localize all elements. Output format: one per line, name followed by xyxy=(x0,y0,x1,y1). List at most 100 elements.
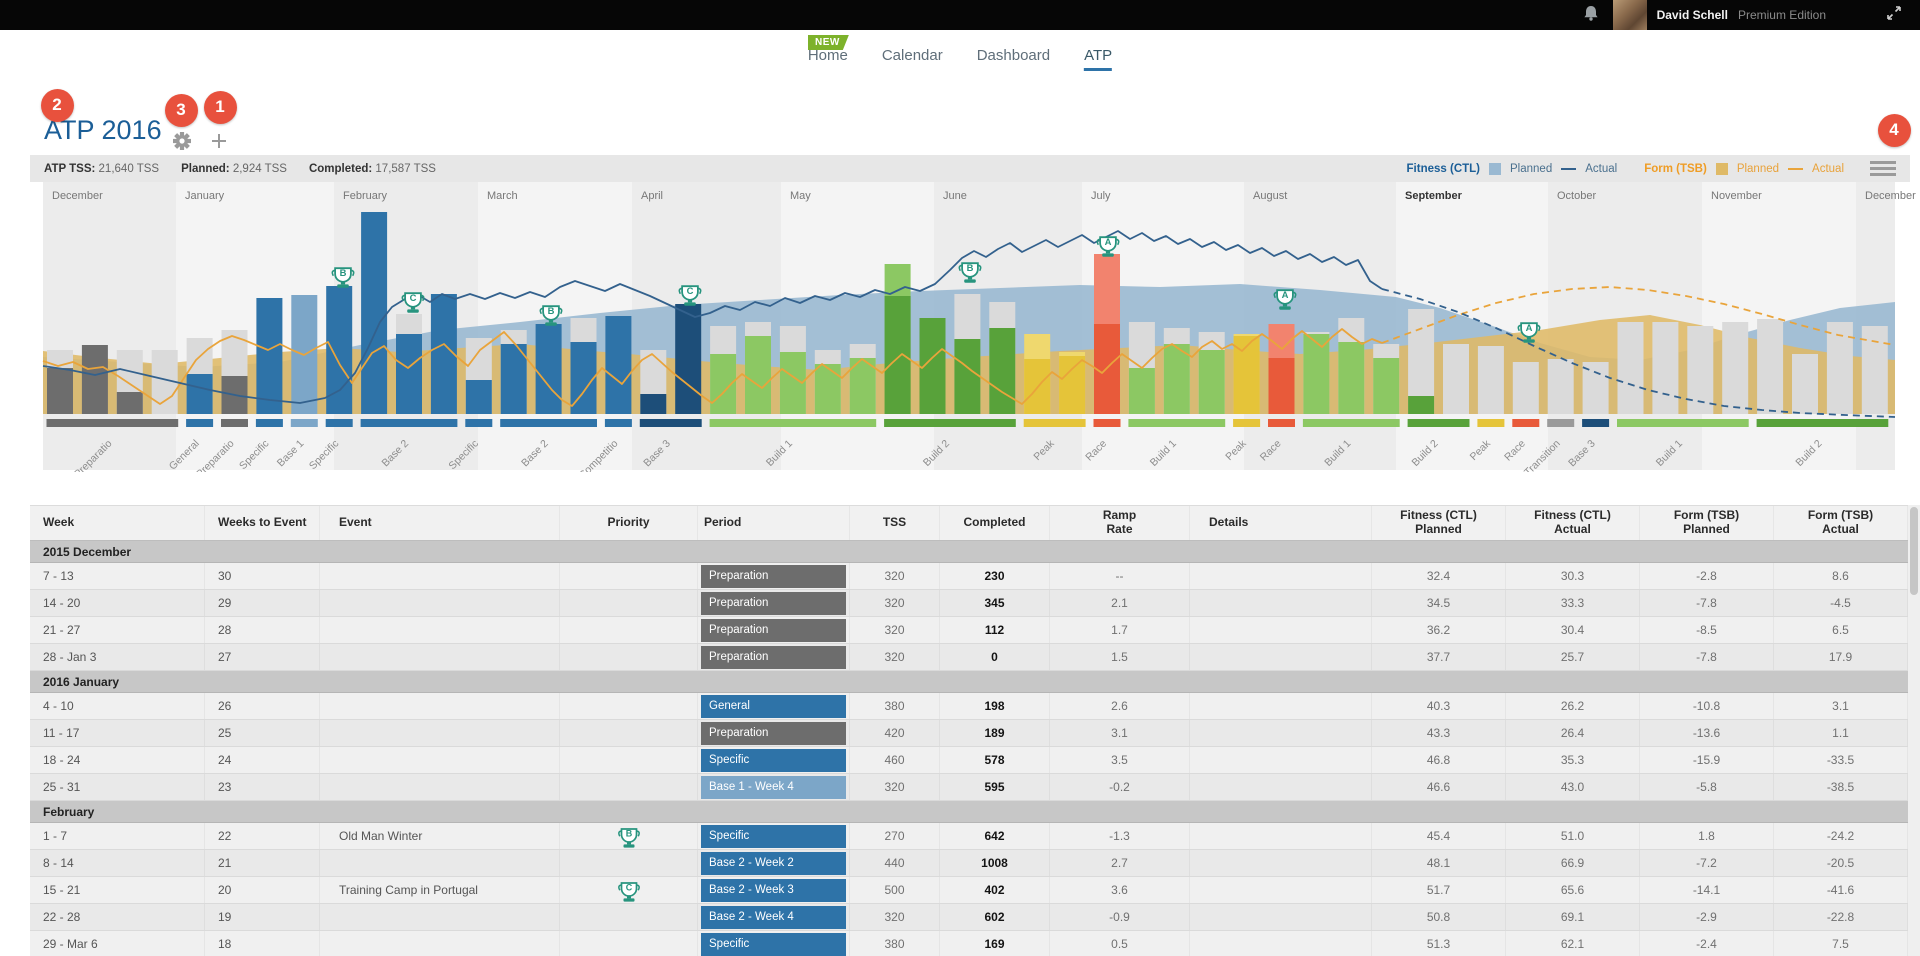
cell-week: 4 - 10 xyxy=(30,693,205,719)
table-group-row: 2015 December xyxy=(30,541,1908,563)
col-header-tss[interactable]: TSS xyxy=(850,506,940,540)
tab-atp[interactable]: ATP xyxy=(1084,47,1113,71)
month-label: August xyxy=(1253,190,1287,202)
legend-fitness-label[interactable]: Fitness (CTL) xyxy=(1406,162,1481,175)
cell-tsb_planned: -7.8 xyxy=(1640,644,1774,670)
trophy-icon-b[interactable]: B xyxy=(958,262,982,283)
cell-details xyxy=(1190,644,1372,670)
bell-icon[interactable] xyxy=(1583,4,1599,27)
svg-text:A: A xyxy=(1526,323,1533,334)
cell-tsb_planned: -5.8 xyxy=(1640,774,1774,800)
cell-ctl_planned: 50.8 xyxy=(1372,904,1506,930)
chart-menu-icon[interactable] xyxy=(1870,161,1896,176)
atp-chart-svg[interactable]: December January February March April May June… xyxy=(0,182,1920,482)
table-row[interactable]: 18 - 24 24 Specific 460 578 3.5 46.8 35.3 -15.9-… xyxy=(30,747,1908,774)
cell-period: Base 1 - Week 4 xyxy=(698,774,850,800)
cell-tsb_planned: -2.8 xyxy=(1640,563,1774,589)
cell-priority xyxy=(560,904,698,930)
scrollbar-thumb[interactable] xyxy=(1910,507,1918,595)
col-header-ctl_planned[interactable]: Fitness (CTL) Planned xyxy=(1372,506,1506,540)
svg-text:C: C xyxy=(687,286,694,297)
stat-item: Planned: 2,924 TSS xyxy=(181,162,287,175)
table-row[interactable]: 14 - 20 29 Preparation 320 345 2.1 34.5 33.3 -7.… xyxy=(30,590,1908,617)
cell-tsb_planned: -14.1 xyxy=(1640,877,1774,903)
table-row[interactable]: 22 - 28 19 Base 2 - Week 4 320 602 -0.9 50.8 69… xyxy=(30,904,1908,931)
annotation-badge-3[interactable]: 3 xyxy=(164,93,198,127)
cell-priority xyxy=(560,693,698,719)
col-header-tsb_planned[interactable]: Form (TSB) Planned xyxy=(1640,506,1774,540)
period-badge: Base 2 - Week 3 xyxy=(701,878,846,902)
cell-ramp_rate: 3.6 xyxy=(1050,877,1190,903)
cell-ramp_rate: 3.5 xyxy=(1050,747,1190,773)
gear-icon[interactable] xyxy=(172,131,192,151)
tab-dashboard[interactable]: Dashboard xyxy=(976,47,1051,64)
col-header-week[interactable]: Week xyxy=(30,506,205,540)
tab-home[interactable]: Home xyxy=(807,47,848,64)
cell-event: Old Man Winter xyxy=(320,823,560,849)
cell-ctl_planned: 34.5 xyxy=(1372,590,1506,616)
plus-icon[interactable] xyxy=(209,131,229,151)
legend-form-label[interactable]: Form (TSB) xyxy=(1644,162,1707,175)
cell-completed: 189 xyxy=(940,720,1050,746)
stat-item: ATP TSS: 21,640 TSS xyxy=(44,162,160,175)
table-row[interactable]: 29 - Mar 6 18 Specific 380 169 0.5 51.3 62.1 -2.… xyxy=(30,931,1908,956)
col-header-period[interactable]: Period xyxy=(698,506,850,540)
trophy-icon-b[interactable]: B xyxy=(331,267,355,288)
col-header-weeks_to_event[interactable]: Weeks to Event xyxy=(205,506,320,540)
col-header-details[interactable]: Details xyxy=(1190,506,1372,540)
cell-details xyxy=(1190,590,1372,616)
table-row[interactable]: 15 - 21 20 Training Camp in Portugal C Base … xyxy=(30,877,1908,904)
annotation-badge-4[interactable]: 4 xyxy=(1877,113,1911,147)
cell-ramp_rate: 2.1 xyxy=(1050,590,1190,616)
col-header-ramp_rate[interactable]: Ramp Rate xyxy=(1050,506,1190,540)
col-header-priority[interactable]: Priority xyxy=(560,506,698,540)
cell-period: Base 2 - Week 2 xyxy=(698,850,850,876)
col-header-completed[interactable]: Completed xyxy=(940,506,1050,540)
col-header-ctl_actual[interactable]: Fitness (CTL) Actual xyxy=(1506,506,1640,540)
trophy-icon-a[interactable]: A xyxy=(1096,236,1120,257)
table-row[interactable]: 7 - 13 30 Preparation 320 230 -- 32.4 30.3 -2.8 8… xyxy=(30,563,1908,590)
table-row[interactable]: 21 - 27 28 Preparation 320 112 1.7 36.2 30.4 -8.… xyxy=(30,617,1908,644)
cell-event xyxy=(320,644,560,670)
month-label: November xyxy=(1711,190,1762,202)
table-row[interactable]: 1 - 7 22 Old Man Winter B Specific 270 642 -1.3… xyxy=(30,823,1908,850)
cell-tsb_actual: -41.6 xyxy=(1774,877,1908,903)
trophy-icon-b[interactable]: B xyxy=(539,305,563,326)
legend-tsb-actual-line xyxy=(1788,167,1804,170)
user-name[interactable]: David Schell xyxy=(1656,8,1728,22)
tab-calendar[interactable]: Calendar xyxy=(881,47,943,64)
cell-period: Base 2 - Week 3 xyxy=(698,877,850,903)
trophy-icon-a[interactable]: A xyxy=(1273,289,1297,310)
svg-text:A: A xyxy=(1105,237,1112,248)
table-row[interactable]: 8 - 14 21 Base 2 - Week 2 440 1008 2.7 48.1 66.… xyxy=(30,850,1908,877)
cell-week: 29 - Mar 6 xyxy=(30,931,205,956)
atp-chart[interactable]: December January February March April May June… xyxy=(0,182,1920,482)
col-header-tsb_actual[interactable]: Form (TSB) Actual xyxy=(1774,506,1908,540)
cell-ctl_actual: 66.9 xyxy=(1506,850,1640,876)
table-row[interactable]: 11 - 17 25 Preparation 420 189 3.1 43.3 26.4 -13… xyxy=(30,720,1908,747)
annotation-badge-1[interactable]: 1 xyxy=(203,90,237,124)
period-badge: General xyxy=(701,694,846,718)
table-scrollbar[interactable] xyxy=(1908,505,1920,956)
table-row[interactable]: 28 - Jan 3 27 Preparation 320 0 1.5 37.7 25.7 -7… xyxy=(30,644,1908,671)
table-row[interactable]: 25 - 31 23 Base 1 - Week 4 320 595 -0.2 46.6 43… xyxy=(30,774,1908,801)
table-row[interactable]: 4 - 10 26 General 380 198 2.6 40.3 26.2 -10.8 3.1 xyxy=(30,693,1908,720)
cell-tss: 320 xyxy=(850,590,940,616)
fullscreen-icon[interactable] xyxy=(1886,5,1902,26)
annotation-badge-2[interactable]: 2 xyxy=(40,88,74,122)
cell-ctl_planned: 48.1 xyxy=(1372,850,1506,876)
priority-trophy-icon-c: C xyxy=(617,881,640,902)
cell-completed: 595 xyxy=(940,774,1050,800)
nav-tabs: Home Calendar Dashboard ATP xyxy=(807,30,1113,77)
cell-period: Preparation xyxy=(698,617,850,643)
trophy-icon-c[interactable]: C xyxy=(401,292,425,313)
table-body: 2015 December 7 - 13 30 Preparation 320 230 --… xyxy=(30,541,1908,956)
cell-tss: 380 xyxy=(850,931,940,956)
trophy-icon-a[interactable]: A xyxy=(1517,322,1541,343)
cell-weeks_to_event: 24 xyxy=(205,747,320,773)
cell-period: General xyxy=(698,693,850,719)
trophy-icon-c[interactable]: C xyxy=(678,285,702,306)
legend-tsb-planned-label: Planned xyxy=(1736,162,1780,175)
avatar[interactable] xyxy=(1612,0,1647,30)
col-header-event[interactable]: Event xyxy=(320,506,560,540)
